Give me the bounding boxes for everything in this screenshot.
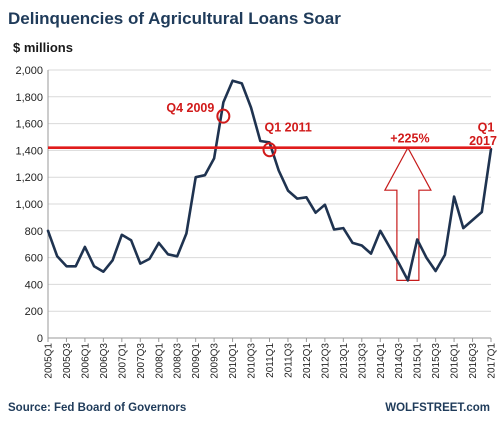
x-tick-label: 2006Q3 [99,343,110,379]
x-tick-label: 2012Q3 [320,343,331,379]
x-tick-label: 2012Q1 [302,343,313,379]
annotation-2017: 2017 [469,134,497,148]
y-tick-label: 200 [25,306,43,318]
annotation-q1-2011: Q1 2011 [265,121,312,135]
y-tick-label: 1,000 [15,199,43,211]
circle-marker-q1-2011 [262,142,277,158]
x-tick-label: 2007Q3 [136,343,147,379]
y-tick-label: 1,600 [15,119,43,131]
y-tick-label: 400 [25,279,43,291]
y-tick-label: 1,200 [15,172,43,184]
x-tick-label: 2015Q1 [413,343,424,379]
x-tick-label: 2008Q1 [154,343,165,379]
x-tick-label: 2008Q3 [173,343,184,379]
y-tick-labels: 0 200 400 600 800 1,000 1,200 1,400 1,600 1,800 2,… [15,65,43,345]
y-tick-label: 2,000 [15,65,43,77]
y-tick-label: 0 [37,333,43,345]
x-tick-label: 2010Q3 [247,343,258,379]
x-tick-label: 2005Q1 [44,343,55,379]
gridlines [47,69,492,342]
series-line [46,79,493,282]
annotation-q1: Q1 [478,121,495,135]
x-tick-label: 2015Q3 [431,343,442,379]
x-tick-label: 2017Q1 [487,343,498,379]
circle-marker-q4-2009 [216,108,231,124]
x-tick-label: 2007Q1 [117,343,128,379]
increase-arrow [383,146,432,281]
x-tick-label: 2014Q3 [394,343,405,379]
y-tick-label: 800 [25,226,43,238]
y-tick-label: 1,800 [15,92,43,104]
x-tick-label: 2005Q3 [62,343,73,379]
x-tick-label: 2009Q1 [191,343,202,379]
series-line-path [46,79,493,282]
source-note: Source: Fed Board of Governors [8,402,186,414]
x-tick-label: 2016Q1 [450,343,461,379]
x-tick-label: 2009Q3 [210,343,221,379]
annotation-percent-change: +225% [390,132,429,146]
circle-markers [216,108,277,158]
annotation-q4-2009: Q4 2009 [166,101,214,115]
chart-title: Delinquencies of Agricultural Loans Soar [8,9,341,28]
x-tick-label: 2013Q3 [357,343,368,379]
x-tick-label: 2011Q1 [265,343,276,378]
x-tick-label: 2016Q3 [468,343,479,379]
x-tick-label: 2010Q1 [228,343,239,379]
brand-logo-text: WOLFSTREET.com [385,402,490,414]
y-axis-label: $ millions [13,40,73,55]
x-tick-labels: 2005Q1 2005Q3 2006Q1 2006Q3 2007Q1 2007Q3 2008… [44,343,498,379]
x-tick-label: 2013Q1 [339,343,350,379]
y-tick-label: 1,400 [15,145,43,157]
y-tick-label: 600 [25,253,43,265]
x-tick-label: 2014Q1 [376,343,387,379]
x-tick-label: 2006Q1 [80,343,91,379]
increase-arrow-shape [383,146,432,281]
x-tick-label: 2011Q3 [283,343,294,378]
